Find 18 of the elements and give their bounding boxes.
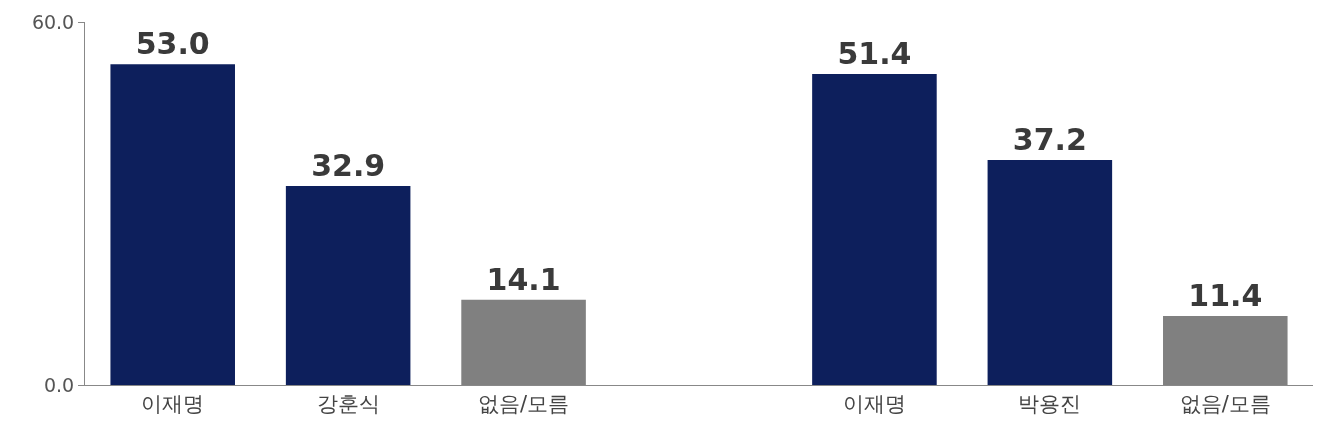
bar xyxy=(987,159,1113,385)
data-label: 32.9 xyxy=(311,147,386,183)
data-label: 14.1 xyxy=(486,261,561,297)
y-tick-label: 60.0 xyxy=(31,10,75,33)
data-label: 51.4 xyxy=(837,36,912,72)
bar xyxy=(285,185,411,385)
x-tick-label: 없음/모름 xyxy=(478,392,570,417)
x-tick-label: 없음/모름 xyxy=(1179,392,1271,417)
x-tick-label: 강훈식 xyxy=(316,392,380,417)
data-label: 53.0 xyxy=(135,26,210,62)
bar xyxy=(812,74,937,385)
x-tick-label: 이재명 xyxy=(842,392,906,417)
x-tick-label: 박용진 xyxy=(1018,392,1082,417)
y-tick-label: 0.0 xyxy=(43,373,75,396)
x-tick-label: 이재명 xyxy=(141,392,205,417)
data-label: 37.2 xyxy=(1012,121,1087,157)
bar xyxy=(110,64,235,385)
data-label: 11.4 xyxy=(1188,278,1263,314)
